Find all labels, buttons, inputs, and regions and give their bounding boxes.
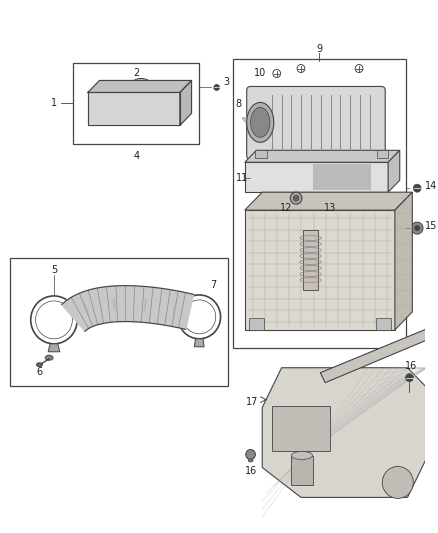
Circle shape <box>413 184 421 192</box>
Ellipse shape <box>134 84 149 93</box>
Polygon shape <box>62 286 194 332</box>
Bar <box>272 406 330 450</box>
Text: 8: 8 <box>235 100 241 109</box>
Bar <box>303 230 318 290</box>
Polygon shape <box>88 92 180 125</box>
Circle shape <box>270 109 276 116</box>
Text: 16: 16 <box>405 361 417 371</box>
Ellipse shape <box>291 451 313 459</box>
Polygon shape <box>180 80 191 125</box>
Circle shape <box>382 466 413 498</box>
Text: 6: 6 <box>36 367 42 377</box>
Circle shape <box>414 225 420 231</box>
Polygon shape <box>320 323 438 383</box>
Polygon shape <box>395 192 412 330</box>
Text: 1: 1 <box>51 99 57 108</box>
FancyBboxPatch shape <box>247 86 385 159</box>
Ellipse shape <box>248 459 253 462</box>
Bar <box>291 456 313 486</box>
Polygon shape <box>88 80 191 92</box>
Polygon shape <box>262 368 427 497</box>
Circle shape <box>411 222 423 234</box>
Bar <box>245 162 388 192</box>
Bar <box>255 150 267 158</box>
Text: 13: 13 <box>324 203 336 213</box>
Text: 10: 10 <box>254 68 266 77</box>
Text: 11: 11 <box>236 173 248 183</box>
Text: 17: 17 <box>246 397 259 407</box>
Circle shape <box>246 449 255 459</box>
Text: 14: 14 <box>425 181 437 191</box>
Ellipse shape <box>247 102 274 142</box>
Polygon shape <box>48 344 60 352</box>
Bar <box>249 318 264 330</box>
Polygon shape <box>245 150 400 162</box>
Bar <box>11 258 228 386</box>
Polygon shape <box>243 110 272 123</box>
Circle shape <box>293 195 299 201</box>
Polygon shape <box>194 339 204 347</box>
Ellipse shape <box>45 356 53 360</box>
Text: 12: 12 <box>280 203 293 213</box>
Bar <box>377 150 388 158</box>
Ellipse shape <box>36 363 42 367</box>
Ellipse shape <box>251 108 270 138</box>
Bar <box>233 59 406 348</box>
Circle shape <box>406 374 413 382</box>
Text: 4: 4 <box>133 151 139 161</box>
Text: 9: 9 <box>316 44 322 54</box>
Bar <box>73 62 199 144</box>
Text: 7: 7 <box>211 280 217 290</box>
Text: 2: 2 <box>133 68 139 77</box>
Text: 5: 5 <box>51 265 57 275</box>
Circle shape <box>266 106 279 119</box>
Text: 3: 3 <box>223 77 230 87</box>
Ellipse shape <box>131 78 152 92</box>
Circle shape <box>214 84 219 91</box>
Bar <box>245 210 395 330</box>
Bar <box>313 164 371 190</box>
Text: 15: 15 <box>425 221 437 231</box>
Polygon shape <box>388 150 400 192</box>
Polygon shape <box>245 192 412 210</box>
Circle shape <box>290 192 302 204</box>
Text: 16: 16 <box>244 466 257 477</box>
Bar <box>375 318 391 330</box>
